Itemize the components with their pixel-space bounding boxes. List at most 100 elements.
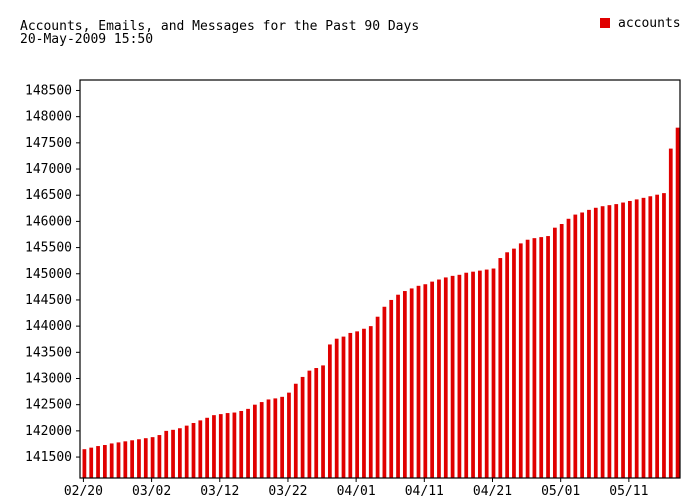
bar [293, 383, 298, 478]
bar [252, 404, 257, 478]
bar [437, 279, 441, 478]
bar [641, 197, 646, 478]
bar [518, 243, 523, 478]
bar [232, 412, 237, 478]
bar [109, 443, 114, 478]
bar [382, 306, 387, 478]
x-tick-label: 04/21 [473, 484, 512, 499]
x-tick-label: 04/01 [337, 484, 376, 499]
y-tick-label: 148000 [25, 110, 72, 125]
bar [614, 204, 619, 479]
y-tick-label: 145000 [25, 267, 72, 282]
bar [573, 214, 578, 478]
y-tick-label: 144000 [25, 319, 72, 334]
bar [450, 275, 455, 478]
bar [143, 438, 148, 478]
bar [512, 248, 516, 478]
bar [102, 445, 107, 478]
bar [634, 199, 639, 478]
chart-title-text: Accounts, Emails, and Messages for the P… [20, 19, 420, 34]
bar [218, 414, 223, 478]
bar [621, 202, 625, 479]
bar [464, 272, 469, 478]
bar [355, 331, 360, 478]
bar [123, 441, 128, 478]
bar [491, 268, 496, 478]
bar [177, 428, 182, 478]
x-tick-label: 05/11 [609, 484, 648, 499]
bar [246, 408, 250, 478]
bar [225, 413, 230, 478]
bar [96, 446, 100, 478]
bar [498, 258, 503, 478]
y-tick-label: 146000 [25, 214, 72, 229]
plot-frame [79, 79, 681, 479]
bar [532, 238, 537, 478]
bar [164, 430, 169, 478]
bar [525, 239, 530, 478]
bar [191, 423, 196, 478]
bar [150, 437, 155, 478]
y-tick-label: 141500 [25, 450, 72, 465]
x-tick-label: 04/11 [405, 484, 444, 499]
x-tick-label: 03/12 [200, 484, 239, 499]
bar [321, 365, 325, 478]
bar [368, 326, 373, 478]
bar [205, 417, 210, 478]
bar [307, 370, 312, 478]
bar [273, 398, 278, 478]
bar [259, 402, 264, 478]
y-tick-label: 142500 [25, 398, 72, 413]
bar [607, 205, 612, 478]
legend-label: accounts [618, 16, 681, 31]
bar [443, 277, 448, 478]
bar [655, 194, 660, 478]
bar [212, 415, 216, 478]
bar [505, 252, 510, 478]
bar [587, 209, 591, 478]
bar [600, 206, 605, 478]
y-tick-label: 146500 [25, 188, 72, 203]
y-tick-label: 142000 [25, 424, 72, 439]
bar [327, 344, 332, 478]
bar [314, 368, 319, 478]
y-tick-label: 147500 [25, 136, 72, 151]
bar [662, 193, 666, 478]
bar [334, 338, 339, 478]
bar [423, 284, 428, 478]
bar [402, 291, 407, 478]
bar [184, 425, 189, 478]
x-tick-label: 02/20 [64, 484, 103, 499]
bar [171, 429, 175, 478]
bar [280, 396, 285, 478]
bar [566, 218, 571, 478]
bar [539, 237, 544, 478]
bar [239, 410, 244, 478]
bar [375, 316, 380, 478]
bar [82, 449, 87, 478]
y-tick-label: 145500 [25, 241, 72, 256]
bar [471, 271, 475, 478]
y-tick-label: 147000 [25, 162, 72, 177]
x-tick-label: 05/01 [541, 484, 580, 499]
bar [675, 127, 680, 478]
bar [348, 332, 353, 478]
y-tick-label: 143000 [25, 372, 72, 387]
bar [477, 270, 482, 478]
bar [457, 274, 462, 478]
chart-timestamp: 20-May-2009 15:50 [20, 32, 154, 47]
bar [341, 336, 346, 478]
bar [559, 224, 564, 478]
bar [409, 288, 414, 478]
bar [198, 420, 203, 478]
bar [130, 440, 135, 478]
x-tick-label: 03/22 [268, 484, 307, 499]
bar [627, 200, 632, 478]
bar [648, 196, 653, 478]
bar [396, 294, 400, 478]
y-tick-label: 148500 [25, 83, 72, 98]
bar [266, 399, 271, 478]
bar [116, 442, 121, 478]
bar [668, 148, 673, 478]
